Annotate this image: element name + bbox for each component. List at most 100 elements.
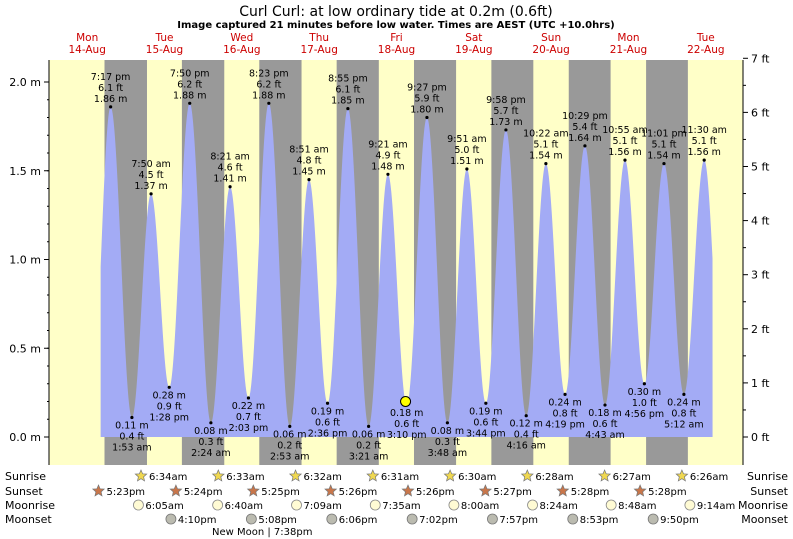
tide-time: 11:01 pm (641, 129, 687, 140)
tide-point (109, 105, 113, 109)
tide-time: 4:56 pm (625, 409, 665, 420)
tide-time: 9:51 am (447, 134, 486, 145)
new-moon-note: New Moon | 7:38pm (212, 527, 312, 538)
day-name: Mon (617, 32, 639, 44)
tide-point (307, 178, 311, 182)
tide-point (583, 144, 587, 148)
tide-point (246, 396, 251, 400)
tide-time: 3:48 am (428, 448, 467, 459)
tide-point (445, 421, 449, 425)
sunrise-icon (520, 469, 534, 482)
moonset-icon (567, 513, 579, 525)
tide-time: 4:43 am (585, 430, 624, 441)
tide-height-ft: 5.1 ft (692, 136, 717, 147)
tide-point (524, 414, 528, 418)
axes: 0.0 m 0.5 m 1.0 m 1.5 m 2.0 m 0 ft 1 ft 2 ft 3 f… (9, 52, 770, 465)
tide-point (563, 392, 567, 396)
tide-point (188, 101, 192, 105)
right-tick-label: 2 ft (751, 323, 770, 336)
sunrise-time: 6:30am (458, 472, 496, 483)
sunrise-time: 6:31am (381, 472, 419, 483)
tide-point (167, 385, 171, 389)
sunset-time: 5:28pm (648, 487, 687, 498)
sunrise-row-label: Sunrise (5, 470, 46, 483)
moonrise-row-label-right: Moonrise (738, 499, 788, 512)
moonset-icon (647, 513, 659, 525)
tide-point (623, 158, 627, 162)
tide-point (425, 115, 429, 120)
day-date: 16-Aug (223, 44, 260, 56)
tide-time: 10:22 am (523, 129, 568, 140)
tide-point (465, 167, 469, 171)
tide-height-ft: 1.0 ft (632, 398, 657, 409)
moonrise-time: 8:24am (540, 501, 578, 512)
day-name: Tue (155, 32, 174, 44)
moonset-time: 5:08pm (258, 515, 297, 526)
day-name: Mon (76, 32, 98, 44)
moonrise-icon (291, 499, 302, 511)
sunset-time: 5:28pm (571, 487, 610, 498)
tide-point (662, 162, 666, 166)
tide-height-m: 1.56 m (608, 147, 641, 158)
tide-time: 2:24 am (191, 448, 230, 459)
tide-time: 8:23 pm (249, 68, 289, 79)
tide-time: 4:19 pm (545, 419, 585, 430)
tide-height-m: 0.06 m (273, 429, 306, 440)
tide-height-m: 1.37 m (134, 181, 167, 192)
tide-time: 8:55 pm (328, 74, 368, 85)
sunset-icon (246, 484, 260, 497)
day-name: Thu (308, 32, 329, 44)
sunset-icon (556, 484, 570, 497)
tide-time: 10:29 pm (562, 111, 608, 122)
tide-height-ft: 6.1 ft (98, 83, 123, 94)
tide-point (702, 158, 706, 162)
tide-height-m: 1.88 m (252, 90, 285, 101)
tide-height-m: 0.11 m (115, 420, 148, 431)
moonset-time: 7:02pm (419, 515, 458, 526)
moonrise-time: 9:14am (697, 501, 735, 512)
day-date: 17-Aug (300, 44, 337, 56)
moonset-time: 7:57pm (499, 515, 538, 526)
moonrise-icon (369, 499, 381, 511)
tide-time: 7:17 pm (91, 72, 131, 83)
tide-point (346, 107, 350, 111)
tide-height-m: 0.08 m (431, 426, 464, 437)
tide-time: 11:30 am (681, 125, 726, 136)
tide-labels: 7:17 pm6.1 ft1.86 m0.11 m0.4 ft1:53 am7:… (91, 68, 727, 462)
left-tick-label: 1.0 m (9, 254, 41, 267)
sunset-icon (401, 484, 415, 497)
moonrise-icon (527, 499, 538, 511)
right-tick-label: 4 ft (751, 215, 770, 228)
tide-height-m: 0.08 m (194, 426, 227, 437)
sunrise-icon (366, 469, 380, 482)
moonrise-icon (684, 499, 696, 511)
tide-height-m: 0.12 m (510, 419, 543, 430)
tide-time: 9:58 pm (486, 95, 526, 106)
sunrise-icon (675, 469, 689, 482)
tide-point (642, 382, 646, 386)
tide-height-m: 0.22 m (232, 401, 265, 412)
tide-height-ft: 5.9 ft (414, 94, 439, 105)
tide-height-ft: 4.5 ft (139, 170, 164, 181)
day-name: Wed (230, 32, 253, 44)
tide-time: 8:21 am (210, 152, 249, 163)
tide-height-ft: 5.4 ft (572, 122, 597, 133)
tide-height-m: 1.85 m (331, 96, 364, 107)
tide-height-m: 0.19 m (311, 406, 344, 417)
sunset-icon (169, 484, 183, 497)
tide-height-ft: 0.6 ft (592, 419, 617, 430)
tide-point (325, 401, 330, 405)
tide-height-ft: 4.8 ft (296, 156, 321, 167)
moonset-time: 6:06pm (339, 515, 378, 526)
tide-point (603, 403, 607, 407)
sunset-time: 5:26pm (339, 487, 378, 498)
tide-height-m: 1.41 m (213, 174, 246, 185)
day-date: 15-Aug (146, 44, 183, 56)
tide-height-m: 0.18 m (390, 408, 423, 419)
day-date: 18-Aug (378, 44, 415, 56)
tide-height-ft: 0.6 ft (394, 419, 419, 430)
tide-height-ft: 0.9 ft (157, 401, 182, 412)
sunset-icon (91, 484, 106, 497)
moonset-icon (406, 513, 418, 525)
